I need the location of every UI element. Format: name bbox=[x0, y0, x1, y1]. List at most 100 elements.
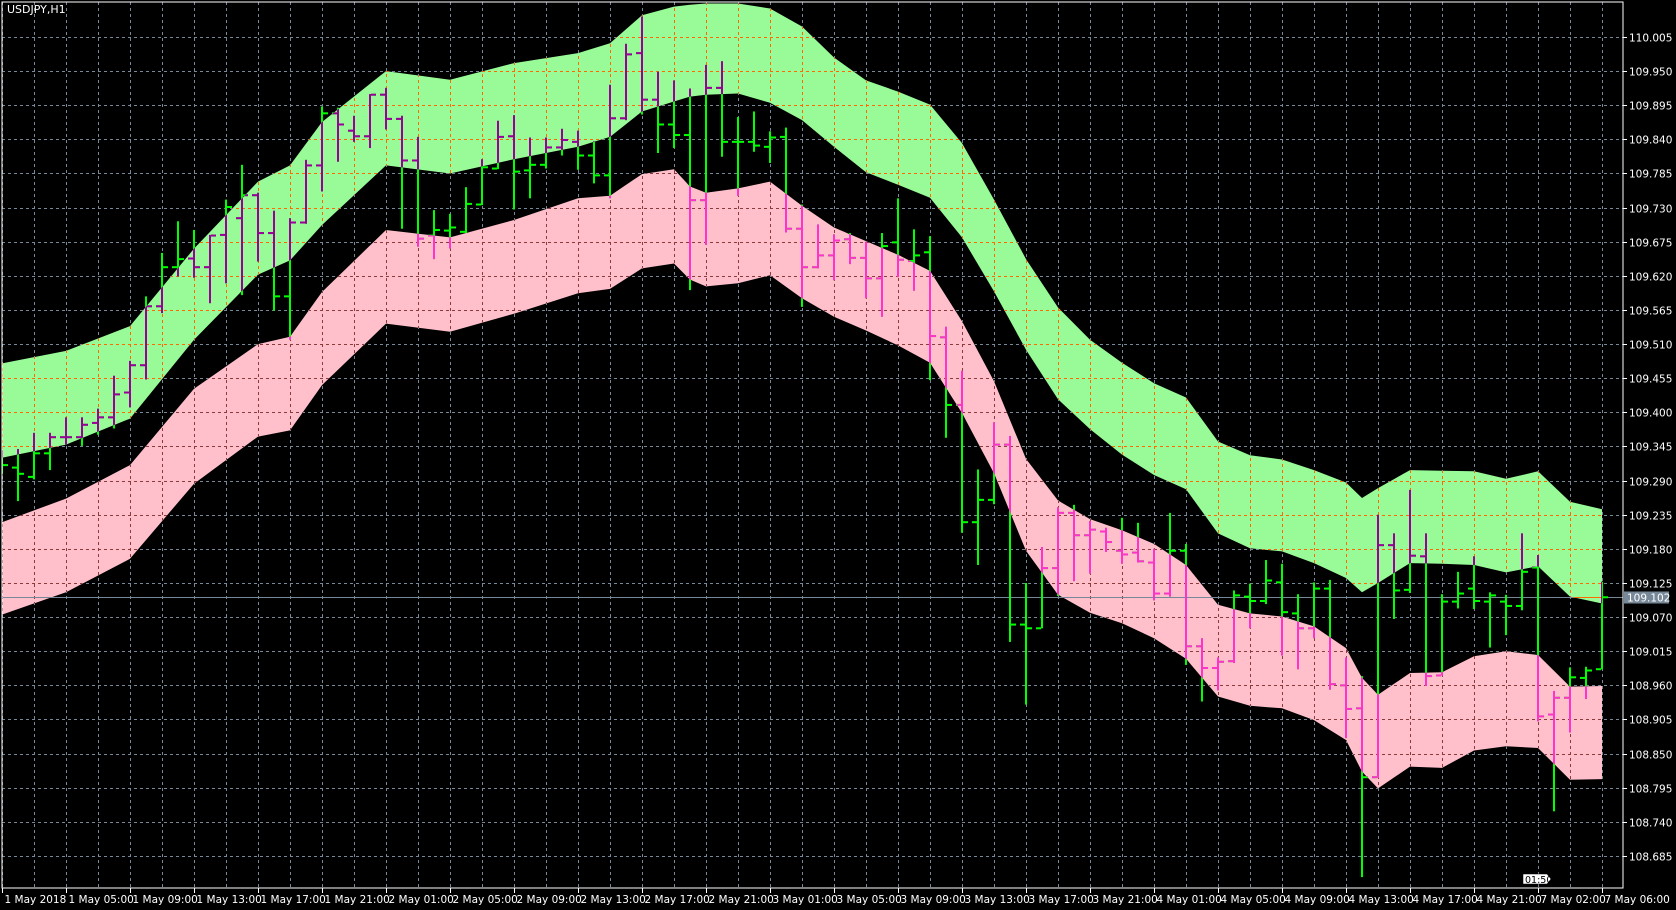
bar-range bbox=[1553, 690, 1555, 789]
bar-range bbox=[1489, 592, 1491, 648]
bar-range bbox=[545, 137, 547, 169]
price-axis[interactable]: 110.005 109.950 109.895 109.840 109.785 109.7… bbox=[1623, 33, 1672, 864]
bar-close-tick bbox=[1043, 567, 1048, 570]
ohlc-bar bbox=[348, 115, 360, 142]
chart-title: USDJPY,H1 bbox=[7, 3, 66, 16]
bar-open-tick bbox=[556, 146, 561, 149]
ohlc-bar bbox=[828, 234, 840, 281]
bar-range bbox=[1457, 571, 1459, 609]
bar-open-tick bbox=[156, 305, 161, 308]
bar-range bbox=[1521, 533, 1523, 604]
bar-open-tick bbox=[572, 140, 577, 143]
bar-close-tick bbox=[1155, 592, 1160, 595]
bar-close-tick bbox=[723, 140, 728, 143]
bar-range bbox=[321, 106, 323, 192]
bar-range bbox=[81, 417, 83, 446]
ohlc-bar bbox=[1484, 592, 1496, 648]
ohlc-bar bbox=[1196, 638, 1208, 702]
bar-open-tick bbox=[924, 251, 929, 254]
ohlc-bar bbox=[188, 229, 200, 278]
bar-close-tick bbox=[67, 436, 72, 439]
ohlc-bar bbox=[1100, 527, 1112, 552]
ohlc-bar bbox=[364, 93, 376, 149]
bar-close-tick bbox=[1299, 627, 1304, 630]
bar-open-tick bbox=[876, 277, 881, 280]
price-tick-label: 109.070 bbox=[1629, 613, 1672, 625]
bar-range bbox=[801, 204, 803, 307]
bar-close-tick bbox=[883, 245, 888, 248]
bar-range bbox=[881, 233, 883, 317]
price-tick-label: 109.180 bbox=[1629, 545, 1672, 557]
bar-range bbox=[1233, 590, 1235, 664]
bar-range bbox=[1121, 517, 1123, 564]
time-axis[interactable]: 1 May 2018 1 May 05:001 May 09:001 May 13… bbox=[2, 888, 1670, 906]
ohlc-bar bbox=[1244, 583, 1256, 629]
ohlc-bar bbox=[76, 417, 88, 446]
bar-close-tick bbox=[643, 98, 648, 101]
ohlc-bar bbox=[124, 360, 136, 408]
bar-range bbox=[1025, 582, 1027, 705]
bar-range bbox=[1377, 514, 1379, 778]
price-tick-label: 109.785 bbox=[1629, 169, 1672, 181]
bar-range bbox=[481, 159, 483, 206]
bar-range bbox=[1041, 547, 1043, 629]
ohlc-bar bbox=[796, 204, 808, 307]
ohlc-bar bbox=[12, 448, 24, 502]
ohlc-bar bbox=[108, 375, 120, 429]
price-tick-label: 109.455 bbox=[1629, 374, 1672, 386]
bar-close-tick bbox=[1331, 683, 1336, 686]
bar-open-tick bbox=[460, 230, 465, 233]
bar-open-tick bbox=[1004, 443, 1009, 446]
bar-close-tick bbox=[51, 436, 56, 439]
bar-range bbox=[945, 326, 947, 438]
bar-open-tick bbox=[172, 266, 177, 269]
bar-open-tick bbox=[1260, 599, 1265, 602]
ohlc-bar bbox=[1580, 666, 1592, 700]
bar-open-tick bbox=[780, 135, 785, 138]
price-tick-label: 109.620 bbox=[1629, 272, 1672, 284]
bar-open-tick bbox=[1308, 627, 1313, 630]
bar-timer: 01:50 bbox=[1522, 873, 1552, 886]
ohlc-bar bbox=[1468, 556, 1480, 610]
ohlc-bar bbox=[1452, 571, 1464, 609]
time-tick-label: 3 May 21:00 bbox=[1093, 894, 1158, 906]
bar-open-tick bbox=[332, 112, 337, 115]
bar-range bbox=[1521, 533, 1523, 611]
ohlc-bar bbox=[1596, 581, 1608, 671]
bar-close-tick bbox=[1571, 676, 1576, 679]
bar-close-tick bbox=[451, 226, 456, 229]
bar-open-tick bbox=[492, 167, 497, 170]
bar-range bbox=[273, 210, 275, 311]
bar-close-tick bbox=[1139, 560, 1144, 563]
bar-open-tick bbox=[476, 203, 481, 206]
bar-open-tick bbox=[1052, 567, 1057, 570]
bar-close-tick bbox=[1123, 553, 1128, 556]
bar-open-tick bbox=[1516, 604, 1521, 607]
bar-range bbox=[561, 128, 563, 156]
bar-range bbox=[865, 241, 867, 299]
bar-open-tick bbox=[988, 498, 993, 501]
bar-close-tick bbox=[467, 202, 472, 205]
bar-open-tick bbox=[588, 154, 593, 157]
bar-open-tick bbox=[1436, 674, 1441, 677]
bar-open-tick bbox=[44, 452, 49, 455]
bar-open-tick bbox=[508, 135, 513, 138]
bar-range bbox=[145, 296, 147, 380]
bar-open-tick bbox=[812, 266, 817, 269]
ohlc-bar bbox=[172, 221, 184, 277]
bar-open-tick bbox=[1340, 684, 1345, 687]
bar-range bbox=[1393, 533, 1395, 619]
bar-open-tick bbox=[940, 336, 945, 339]
bar-close-tick bbox=[387, 117, 392, 120]
bar-open-tick bbox=[1276, 581, 1281, 584]
bar-range bbox=[785, 127, 787, 233]
bar-close-tick bbox=[675, 134, 680, 137]
ohlc-bar bbox=[972, 469, 984, 566]
ohlc-bar bbox=[28, 432, 40, 480]
price-tick-label: 108.850 bbox=[1629, 750, 1672, 762]
ohlc-bar bbox=[476, 159, 488, 206]
ohlc-bar bbox=[860, 241, 872, 299]
bar-open-tick bbox=[284, 295, 289, 298]
bar-close-tick bbox=[771, 136, 776, 139]
